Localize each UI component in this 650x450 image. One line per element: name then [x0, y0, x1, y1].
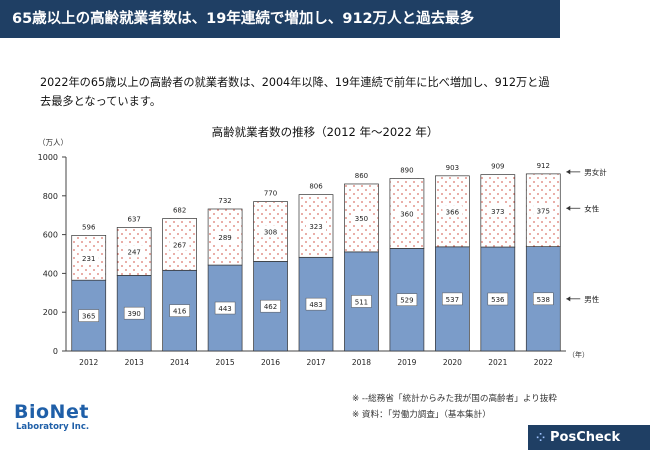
y-tick-label: 0: [53, 347, 58, 356]
legend-total-arrowhead: [566, 169, 571, 175]
footnote-data: ※ 資料：「労働力調査」（基本集計）: [352, 410, 491, 420]
bar-female: [162, 218, 197, 271]
male-value-label: 416: [173, 308, 187, 316]
x-axis-unit: （年）: [568, 350, 589, 359]
x-tick-label: 2022: [534, 358, 553, 367]
female-label-box: [442, 205, 463, 218]
male-value-label: 483: [309, 301, 322, 309]
x-tick-label: 2012: [79, 358, 98, 367]
bar-female: [207, 208, 243, 266]
total-value-label: 596: [82, 223, 96, 231]
x-tick-label: 2014: [170, 358, 189, 367]
female-value-label: 308: [264, 228, 277, 236]
poscheck-label: PosCheck: [550, 430, 621, 445]
female-label-box: [169, 238, 190, 251]
female-value-label: 366: [446, 208, 460, 216]
total-value-label: 890: [400, 167, 413, 175]
male-value-label: 390: [127, 310, 140, 318]
brand-subtitle: Laboratory Inc.: [16, 422, 90, 432]
male-label-box: [169, 304, 190, 317]
poscheck-badge: ⁘ PosCheck: [528, 425, 650, 450]
female-label-box: [260, 225, 281, 238]
x-tick-label: 2015: [216, 358, 235, 367]
brand-name: BioNet: [14, 401, 89, 423]
x-tick-label: 2018: [352, 358, 371, 367]
male-value-label: 538: [537, 296, 550, 304]
female-value-label: 231: [82, 255, 95, 263]
total-value-label: 770: [264, 190, 277, 198]
total-value-label: 732: [218, 197, 231, 205]
male-label-box: [123, 306, 145, 320]
legend-male-arrowhead: [566, 296, 571, 302]
y-tick-label: 200: [43, 308, 58, 317]
male-label-box: [260, 299, 281, 313]
x-tick-label: 2021: [488, 358, 507, 367]
footnotes: ※ --総務省「統計からみた我が国の高齢者」より抜粋 ※ 資料：「労働力調査」（…: [352, 391, 557, 423]
total-value-label: 806: [309, 183, 323, 191]
male-label-box: [396, 293, 418, 306]
female-value-label: 289: [218, 234, 231, 242]
male-value-label: 443: [218, 305, 231, 313]
y-axis-unit: （万人）: [38, 138, 68, 147]
y-tick-label: 600: [43, 231, 58, 240]
legend-female-label: 女性: [584, 203, 599, 213]
x-tick-label: 2017: [306, 358, 325, 367]
male-label-box: [351, 295, 372, 308]
female-label-box: [215, 231, 236, 244]
female-label-box: [533, 204, 554, 217]
male-label-box: [305, 297, 327, 311]
male-label-box: [442, 292, 463, 306]
x-tick-label: 2019: [397, 358, 416, 367]
bar-chart: 0 200 400 600 800 1000 （万人） （年） 365 231 596 2012 390…: [38, 138, 608, 367]
male-value-label: 511: [355, 298, 368, 306]
female-value-label: 267: [173, 241, 186, 249]
male-value-label: 462: [264, 303, 277, 311]
female-label-box: [78, 251, 99, 264]
page-title: 65歳以上の高齢就業者数は、19年連続で増加し、912万人と過去最多: [0, 0, 560, 38]
female-value-label: 350: [355, 215, 368, 223]
female-value-label: 375: [537, 207, 550, 215]
male-label-box: [214, 301, 236, 315]
female-label-box: [306, 219, 326, 232]
male-value-label: 537: [446, 296, 459, 304]
total-value-label: 909: [491, 163, 504, 171]
bar-female: [525, 173, 561, 247]
x-tick-label: 2020: [443, 358, 462, 367]
bionet-logo: BioNet Laboratory Inc.: [14, 402, 89, 433]
poscheck-mark-icon: ⁘: [536, 431, 546, 444]
legend-female-arrowhead: [566, 205, 571, 211]
male-value-label: 365: [82, 313, 95, 321]
male-value-label: 536: [491, 296, 505, 304]
y-tick-label: 800: [43, 192, 58, 201]
female-value-label: 247: [127, 248, 140, 256]
summary-text: 2022年の65歳以上の高齢者の就業者数は、2004年以降、19年連続で前年に比…: [40, 73, 620, 111]
x-tick-label: 2013: [125, 358, 144, 367]
y-tick-label: 1000: [38, 153, 58, 162]
summary-line-1: 2022年の65歳以上の高齢者の就業者数は、2004年以降、19年連続で前年に比…: [40, 76, 550, 89]
female-label-box: [396, 207, 417, 220]
female-label-box: [487, 204, 508, 217]
bar-female: [435, 175, 470, 248]
summary-line-2: 去最多となっています。: [40, 95, 162, 108]
x-tick-label: 2016: [261, 358, 280, 367]
total-value-label: 682: [173, 206, 186, 214]
total-value-label: 912: [537, 162, 550, 170]
y-tick-label: 400: [43, 269, 58, 278]
footnote-source: ※ --総務省「統計からみた我が国の高齢者」より抜粋: [352, 394, 558, 404]
male-label-box: [78, 309, 99, 322]
total-value-label: 860: [355, 172, 368, 180]
female-value-label: 373: [491, 208, 504, 216]
male-value-label: 529: [400, 297, 413, 305]
total-value-label: 637: [127, 215, 140, 223]
legend-total-label: 男女計: [584, 167, 607, 177]
female-value-label: 323: [309, 223, 322, 231]
female-label-box: [351, 211, 372, 224]
male-label-box: [533, 292, 554, 306]
chart-title: 高齢就業者数の推移（2012 年〜2022 年）: [211, 125, 439, 139]
total-value-label: 903: [446, 164, 459, 172]
female-label-box: [124, 245, 145, 258]
male-label-box: [487, 292, 509, 306]
legend-male-label: 男性: [584, 294, 599, 304]
female-value-label: 360: [400, 210, 413, 218]
